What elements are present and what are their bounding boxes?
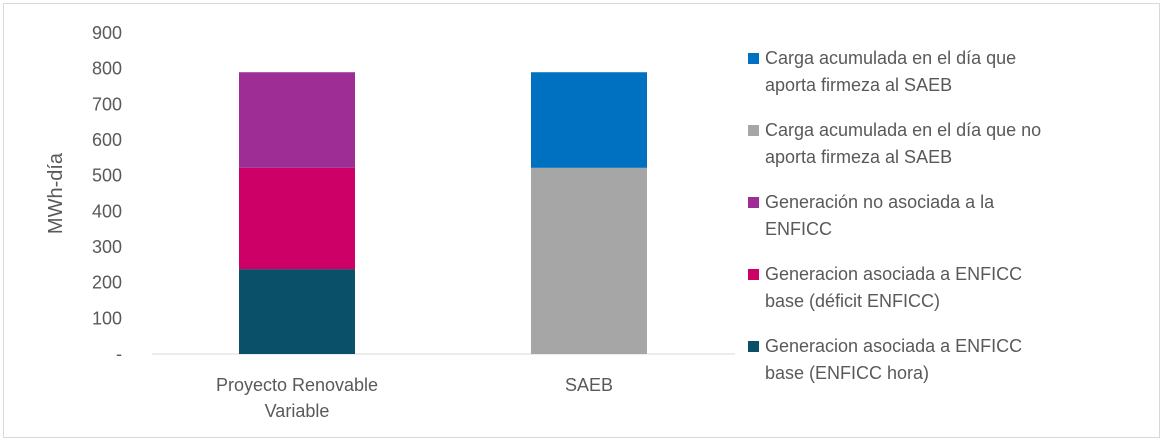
legend-swatch (748, 269, 759, 280)
y-tick-label: 500 (92, 166, 122, 186)
legend-label: Carga acumulada en el día que aporta firm… (765, 45, 1125, 99)
bar-segment (239, 72, 355, 168)
y-tick-label: 600 (92, 130, 122, 150)
y-tick-label: 200 (92, 273, 122, 293)
legend-swatch (748, 197, 759, 208)
legend-label: Generación no asociada a la ENFICC (765, 189, 1125, 243)
legend-label: Carga acumulada en el día que no aporta f… (765, 117, 1125, 171)
y-tick-label: 400 (92, 201, 122, 221)
legend-label: Generacion asociada a ENFICC base (défici… (765, 261, 1125, 315)
legend-label-line: Generacion asociada a ENFICC (765, 336, 1023, 356)
y-tick-label: 700 (92, 94, 122, 114)
legend-label-line: Carga acumulada en el día que no (765, 120, 1042, 140)
legend-label-line: aporta firmeza al SAEB (765, 147, 953, 167)
bar-segment (531, 72, 647, 168)
legend-label-line: Carga acumulada en el día que (765, 48, 1017, 68)
legend-swatch (748, 53, 759, 64)
y-axis-label: MWh-día (45, 152, 67, 234)
legend-swatch (748, 125, 759, 136)
legend-item: Generación no asociada a la ENFICC (748, 192, 1148, 243)
legend-label-line: base (ENFICC hora) (765, 363, 930, 383)
y-tick-label: 900 (92, 23, 122, 43)
bar-segment (239, 167, 355, 270)
legend-label-line: ENFICC (765, 219, 832, 239)
legend-item: Carga acumulada en el día que no aporta f… (748, 120, 1148, 171)
legend-label: Generacion asociada a ENFICC base (ENFICC… (765, 333, 1125, 387)
bar-segment (531, 167, 647, 354)
legend-label-line: Generacion asociada a ENFICC (765, 264, 1023, 284)
y-tick-label: - (116, 344, 122, 364)
legend-item: Generacion asociada a ENFICC base (défici… (748, 264, 1148, 315)
y-tick-label: 300 (92, 237, 122, 257)
legend-item: Carga acumulada en el día que aporta firm… (748, 48, 1148, 99)
bar-segment (239, 269, 355, 354)
x-tick-label: Proyecto Renovable (216, 375, 378, 395)
x-tick-label: SAEB (565, 375, 613, 395)
legend-label-line: aporta firmeza al SAEB (765, 75, 953, 95)
legend-swatch (748, 341, 759, 352)
x-tick-label: Variable (265, 401, 330, 421)
legend-item: Generacion asociada a ENFICC base (ENFICC… (748, 336, 1148, 387)
legend-label-line: base (déficit ENFICC) (765, 291, 941, 311)
legend-label-line: Generación no asociada a la (765, 192, 995, 212)
y-tick-label: 100 (92, 308, 122, 328)
y-tick-label: 800 (92, 59, 122, 79)
